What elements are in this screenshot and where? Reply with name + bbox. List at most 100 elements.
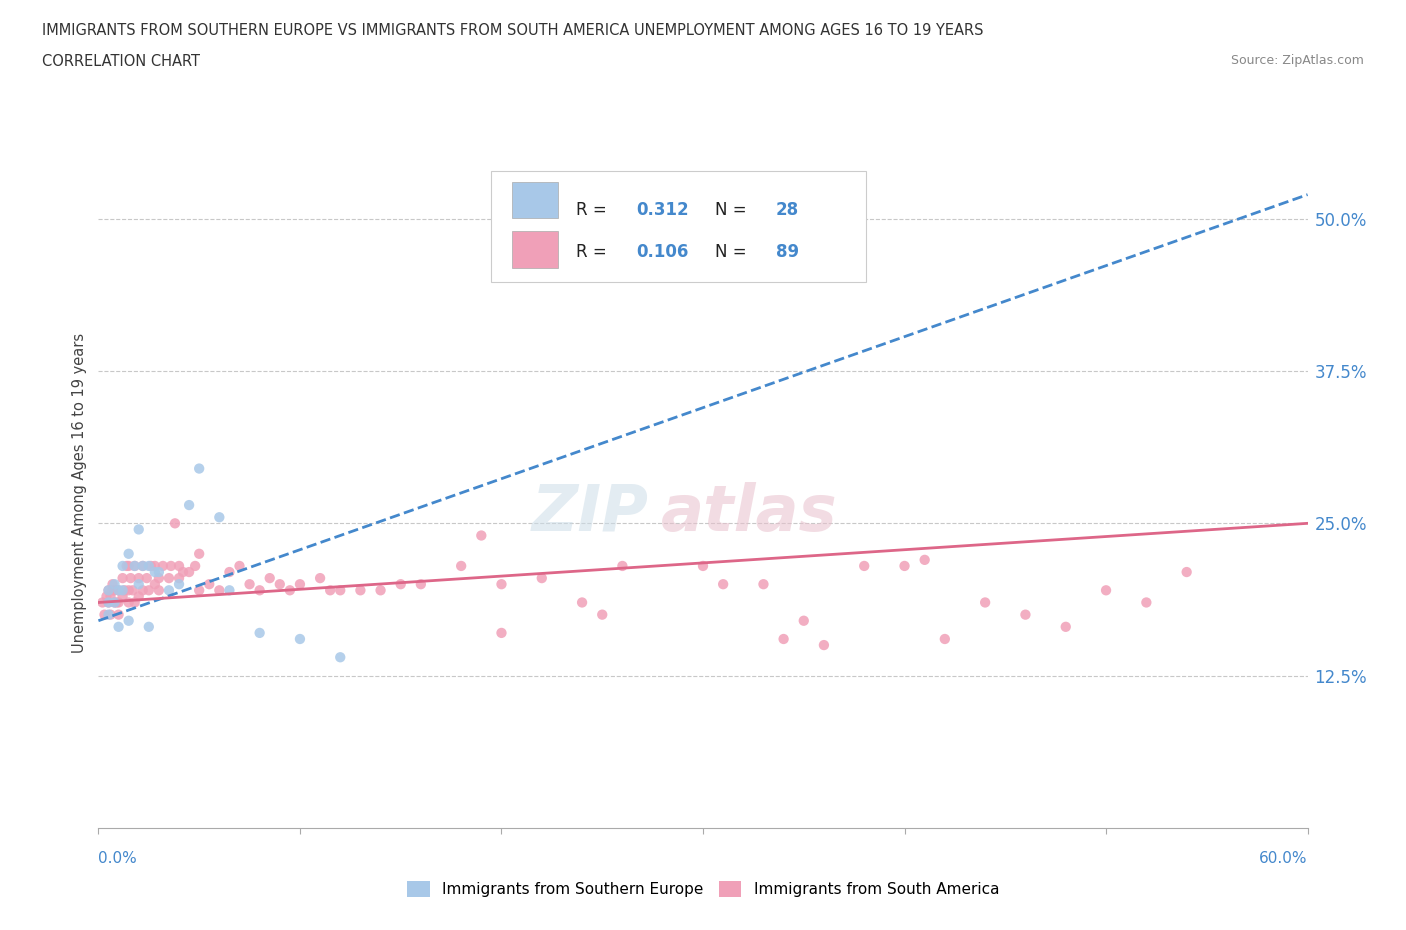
Point bbox=[143, 565, 166, 579]
Point bbox=[138, 619, 160, 634]
Point bbox=[96, 589, 118, 604]
Point bbox=[934, 631, 956, 646]
Point bbox=[269, 577, 291, 591]
Point bbox=[188, 583, 211, 598]
Point bbox=[793, 613, 815, 628]
Point bbox=[107, 583, 129, 598]
Point bbox=[208, 510, 231, 525]
Point bbox=[103, 577, 125, 591]
Point bbox=[100, 589, 122, 604]
Text: 28: 28 bbox=[776, 201, 799, 219]
Point bbox=[107, 583, 129, 598]
Text: R =: R = bbox=[576, 243, 607, 261]
Point bbox=[218, 565, 240, 579]
FancyBboxPatch shape bbox=[512, 181, 558, 219]
Text: R =: R = bbox=[576, 201, 607, 219]
Point bbox=[530, 571, 553, 586]
Point bbox=[115, 559, 138, 574]
Point bbox=[160, 559, 183, 574]
Point bbox=[163, 516, 186, 531]
Point bbox=[128, 522, 150, 537]
Point bbox=[249, 626, 271, 641]
Point bbox=[1175, 565, 1198, 579]
Point bbox=[101, 583, 124, 598]
Point bbox=[1054, 619, 1077, 634]
Point bbox=[103, 595, 125, 610]
Point bbox=[111, 571, 134, 586]
Point bbox=[114, 583, 136, 598]
Point bbox=[157, 583, 180, 598]
Point bbox=[148, 583, 170, 598]
Point bbox=[259, 571, 281, 586]
Point bbox=[591, 607, 613, 622]
Point bbox=[118, 595, 141, 610]
Point bbox=[288, 631, 311, 646]
Point bbox=[132, 559, 155, 574]
Point bbox=[228, 559, 250, 574]
Text: ZIP: ZIP bbox=[531, 482, 648, 544]
Point bbox=[491, 577, 513, 591]
Point bbox=[188, 461, 211, 476]
Point bbox=[179, 565, 201, 579]
Point bbox=[100, 607, 122, 622]
Point bbox=[1095, 583, 1118, 598]
Point bbox=[288, 577, 311, 591]
Text: CORRELATION CHART: CORRELATION CHART bbox=[42, 54, 200, 69]
Point bbox=[128, 589, 150, 604]
Point bbox=[319, 583, 342, 598]
Text: 0.106: 0.106 bbox=[637, 243, 689, 261]
Point bbox=[309, 571, 332, 586]
Point bbox=[914, 552, 936, 567]
Point bbox=[121, 583, 143, 598]
Point bbox=[249, 583, 271, 598]
Point bbox=[208, 583, 231, 598]
Text: N =: N = bbox=[716, 201, 747, 219]
Point bbox=[349, 583, 371, 598]
Point bbox=[329, 583, 352, 598]
Point bbox=[491, 626, 513, 641]
Point bbox=[188, 546, 211, 561]
Text: Source: ZipAtlas.com: Source: ZipAtlas.com bbox=[1230, 54, 1364, 67]
Point bbox=[1135, 595, 1157, 610]
Point bbox=[1014, 607, 1036, 622]
Point bbox=[124, 595, 146, 610]
Point bbox=[118, 583, 141, 598]
Point bbox=[157, 571, 180, 586]
Point bbox=[167, 577, 190, 591]
FancyBboxPatch shape bbox=[512, 232, 558, 268]
Text: atlas: atlas bbox=[661, 482, 838, 544]
Point bbox=[124, 559, 146, 574]
Point bbox=[711, 577, 734, 591]
Point bbox=[101, 577, 124, 591]
Point bbox=[218, 583, 240, 598]
Point bbox=[167, 571, 190, 586]
Point bbox=[148, 571, 170, 586]
Point bbox=[853, 559, 876, 574]
Point bbox=[111, 589, 134, 604]
Point bbox=[97, 583, 120, 598]
Legend: Immigrants from Southern Europe, Immigrants from South America: Immigrants from Southern Europe, Immigra… bbox=[406, 881, 1000, 897]
Point bbox=[139, 559, 162, 574]
Point bbox=[93, 607, 115, 622]
Point bbox=[143, 577, 166, 591]
Point bbox=[692, 559, 714, 574]
Point bbox=[107, 607, 129, 622]
Point bbox=[103, 583, 125, 598]
Point bbox=[148, 565, 170, 579]
Point bbox=[893, 559, 915, 574]
Text: 0.312: 0.312 bbox=[637, 201, 689, 219]
Point bbox=[143, 559, 166, 574]
Text: 89: 89 bbox=[776, 243, 799, 261]
Point bbox=[138, 583, 160, 598]
Point bbox=[132, 559, 155, 574]
Point bbox=[97, 595, 120, 610]
Point bbox=[111, 559, 134, 574]
Point bbox=[124, 559, 146, 574]
Point bbox=[450, 559, 472, 574]
Point bbox=[138, 559, 160, 574]
Point bbox=[97, 583, 120, 598]
Point bbox=[97, 607, 120, 622]
Point bbox=[105, 595, 128, 610]
Point bbox=[571, 595, 593, 610]
Point bbox=[132, 583, 155, 598]
